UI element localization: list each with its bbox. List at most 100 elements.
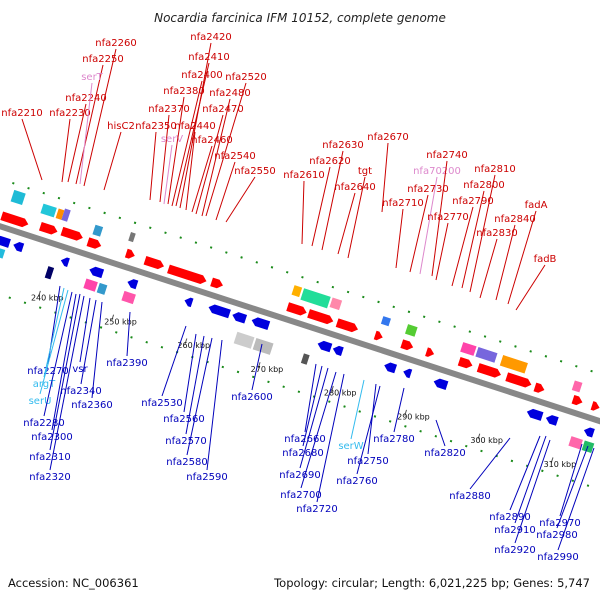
callout-line — [409, 194, 429, 273]
gene-label: nfa2370 — [148, 104, 189, 115]
gene-label: fadB — [534, 254, 557, 265]
gene-label: nfa2610 — [283, 170, 324, 181]
callout-line — [393, 387, 405, 433]
forward-gene-arrow — [476, 363, 501, 378]
callout-line — [49, 293, 81, 451]
forward-feature-block — [460, 342, 477, 356]
callout-line — [514, 435, 547, 524]
gene-label: nfa2740 — [426, 150, 467, 161]
callout-line — [185, 131, 196, 211]
forward-feature-block — [92, 224, 104, 237]
scale-tick-label: 240 kbp — [31, 293, 64, 302]
gene-label: nfa2780 — [373, 434, 414, 445]
callout-line — [215, 161, 236, 221]
callout-line — [479, 238, 498, 299]
callout-line — [559, 443, 583, 517]
gene-label: nfa2770 — [427, 212, 468, 223]
callout-line — [79, 297, 91, 363]
callout-line — [179, 42, 212, 209]
forward-gene-arrow — [307, 309, 334, 325]
callout-line — [175, 62, 210, 207]
forward-gene-arrow — [335, 318, 359, 333]
callout-line — [103, 131, 122, 191]
gene-label: nfa2310 — [29, 452, 70, 463]
callout-line — [435, 222, 449, 281]
callout-line — [39, 289, 69, 395]
gene-label: nfa2620 — [309, 156, 350, 167]
gene-label: nfa2910 — [494, 525, 535, 536]
forward-feature-block — [10, 189, 26, 206]
scale-tick-label: 250 kbp — [104, 317, 137, 326]
forward-gene-arrow — [571, 394, 583, 406]
gene-label: nfa2530 — [141, 398, 182, 409]
callout-line — [83, 48, 117, 187]
gene-label: nfa2260 — [95, 38, 136, 49]
gene-label: nfa2250 — [82, 54, 123, 65]
callout-line — [469, 174, 496, 293]
reverse-gene-arrow — [526, 408, 544, 421]
reverse-gene-arrow — [332, 345, 344, 356]
callout-line — [356, 385, 381, 475]
gene-label: nfa2440 — [174, 121, 215, 132]
forward-feature-block — [291, 285, 303, 298]
gene-labels: nfa2210 nfa2230 nfa2240 nfa2250 serT nfa2260 h… — [1, 32, 595, 563]
reverse-feature-block — [121, 290, 136, 305]
reverse-gene-arrow — [89, 266, 105, 279]
gene-label: nfa2790 — [452, 196, 493, 207]
gene-label: serW — [338, 441, 363, 452]
gene-label: nfa2560 — [163, 414, 204, 425]
gene-label: nfa2980 — [536, 530, 577, 541]
gene-label: hisC2 — [107, 121, 135, 132]
scale-tick — [404, 409, 408, 416]
forward-feature-block — [40, 203, 57, 218]
callout-line — [195, 114, 224, 215]
callout-line — [206, 339, 223, 471]
gene-label: nfa2800 — [463, 180, 504, 191]
gene-label: nfa2990 — [537, 552, 578, 563]
genome-backbone — [0, 222, 600, 433]
callout-line — [43, 291, 73, 417]
gene-label: nfa2760 — [336, 476, 377, 487]
gene-label: nfa2920 — [494, 545, 535, 556]
gene-label: nfa2700 — [280, 490, 321, 501]
gene-label: nfa2890 — [489, 512, 530, 523]
reverse-feature-block — [568, 436, 583, 450]
callout-line — [167, 96, 185, 205]
gene-label: nfa2830 — [476, 228, 517, 239]
gene-label: tgt — [358, 166, 372, 177]
gene-label: nfa2240 — [65, 93, 106, 104]
callout-line — [337, 192, 356, 255]
callout-line — [51, 293, 77, 431]
forward-gene-arrow — [0, 211, 29, 228]
gene-label: serV — [161, 134, 183, 145]
gene-label: vsr — [72, 364, 88, 375]
gene-label: nfa2230 — [49, 108, 90, 119]
forward-gene-arrow — [143, 255, 164, 270]
callout-line — [300, 371, 337, 489]
gene-label: nfa2280 — [23, 418, 64, 429]
callout-line — [191, 145, 213, 213]
callout-line — [461, 190, 485, 289]
gene-label: nfa2360 — [71, 400, 112, 411]
forward-gene-arrow — [505, 372, 532, 388]
callout-line — [435, 419, 446, 447]
reverse-gene-arrow — [13, 242, 25, 253]
forward-feature-block — [55, 208, 65, 220]
reverse-gene-arrow — [127, 279, 139, 290]
callout-line — [557, 447, 595, 551]
callout-line — [469, 437, 511, 490]
reverse-gene-arrow — [232, 312, 248, 324]
forward-gene-arrow — [60, 226, 83, 241]
gene-label: nfa2350 — [135, 121, 176, 132]
gene-label: nfa2580 — [166, 457, 207, 468]
reverse-gene-arrow — [384, 362, 398, 374]
forward-feature-block — [475, 347, 498, 363]
gene-label: nfa2320 — [29, 472, 70, 483]
forward-feature-block — [571, 380, 583, 393]
callout-line — [186, 337, 213, 456]
reverse-feature-block — [44, 266, 55, 280]
callout-line — [419, 176, 438, 275]
forward-gene-arrow — [400, 339, 414, 351]
gene-label: fadA — [525, 200, 548, 211]
forward-feature-block — [405, 324, 418, 337]
